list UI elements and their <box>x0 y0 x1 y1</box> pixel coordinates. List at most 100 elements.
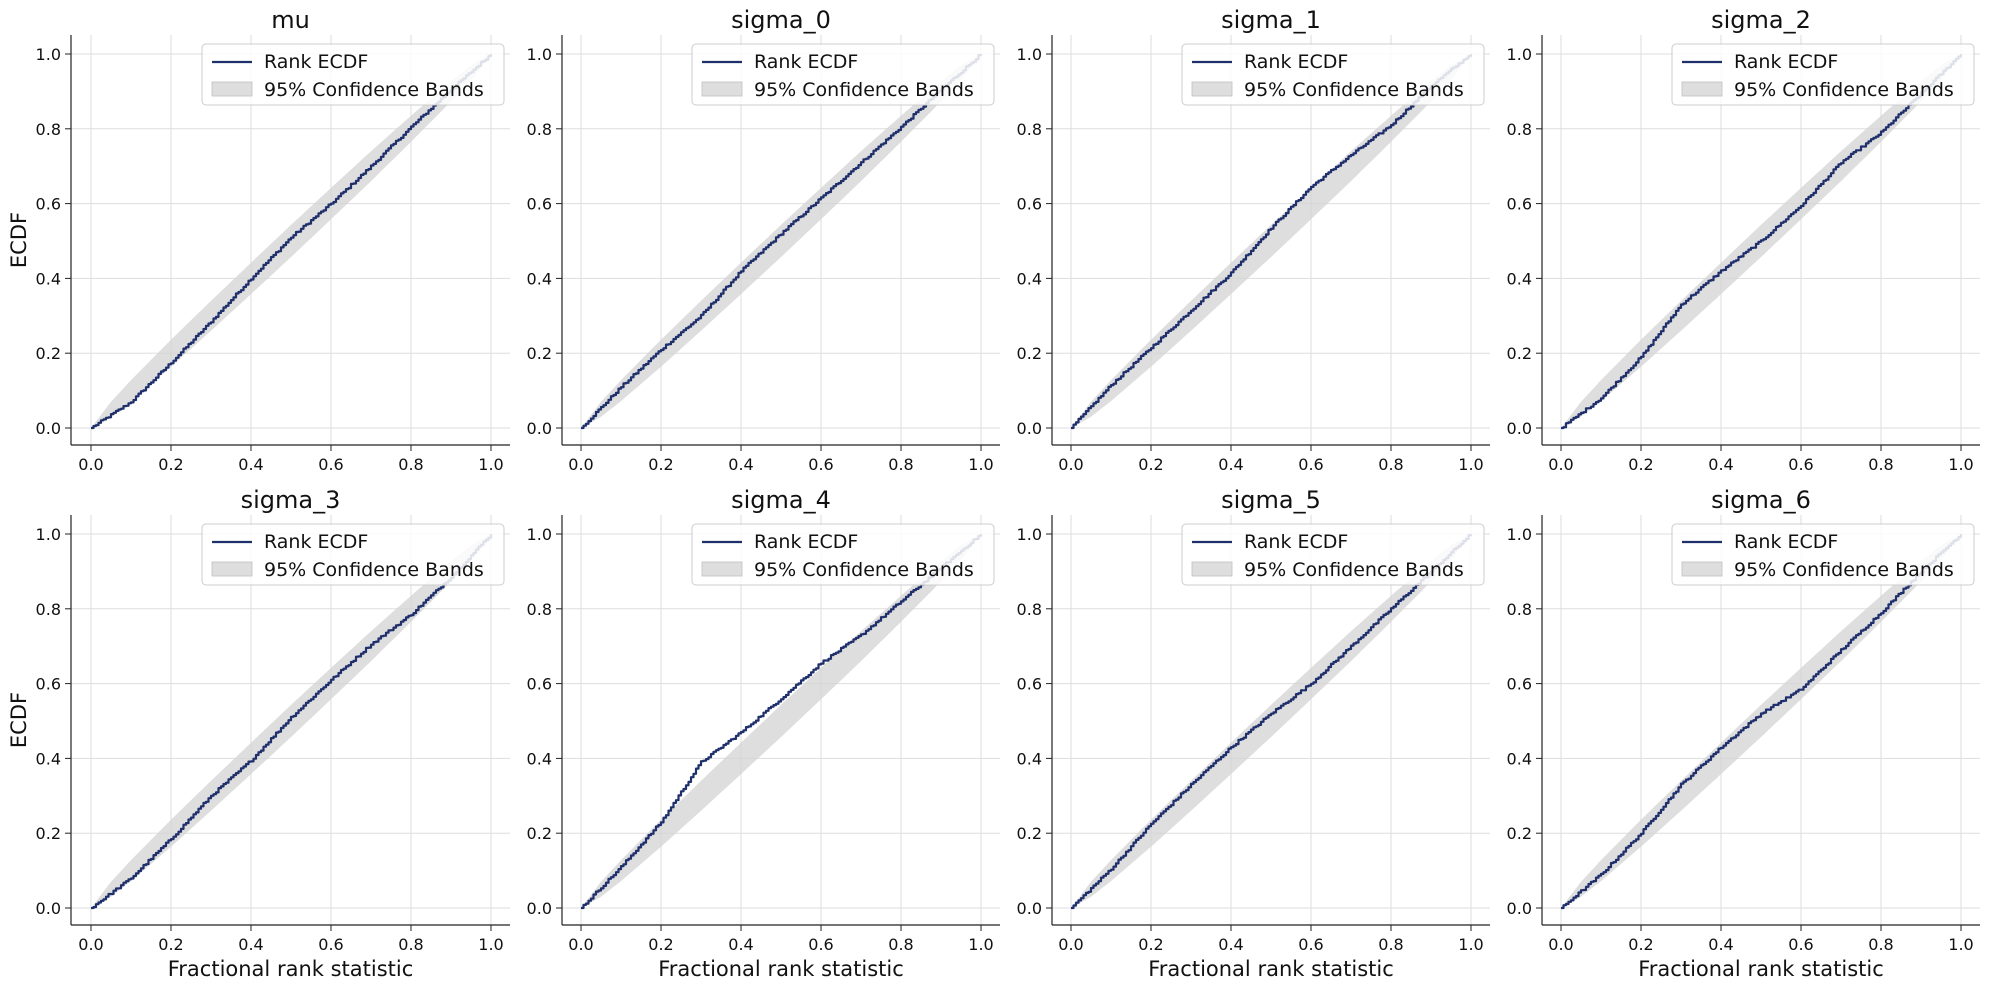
y-tick-label: 0.4 <box>1507 269 1532 288</box>
panel-sigma-3: 0.0 0.2 0.4 0.6 0.8 1.0 0.0 0.2 0.4 0.6 0.8 1.0 sigm… <box>7 486 510 981</box>
x-tick-label: 0.8 <box>398 935 423 954</box>
y-tick-label: 0.2 <box>1507 824 1532 843</box>
legend-label-rank-ecdf: Rank ECDF <box>1734 531 1838 553</box>
rank-ecdf-line <box>581 54 983 430</box>
y-tick-label: 0.8 <box>1017 600 1042 619</box>
y-axis-label: ECDF <box>7 692 31 748</box>
legend-label-rank-ecdf: Rank ECDF <box>264 51 368 73</box>
x-tick-label: 1.0 <box>1948 455 1973 474</box>
rank-ecdf-line <box>1071 534 1473 910</box>
legend-box <box>201 43 505 106</box>
x-tick-label: 0.8 <box>1378 935 1403 954</box>
y-tick-label: 0.4 <box>1017 749 1042 768</box>
panel-title: sigma_5 <box>1221 486 1321 514</box>
panel-title: sigma_4 <box>731 486 831 514</box>
y-tick-label: 1.0 <box>527 525 552 544</box>
rank-ecdf-line <box>1561 54 1963 430</box>
y-tick-label: 0.2 <box>527 824 552 843</box>
x-tick-label: 0.2 <box>1628 935 1653 954</box>
panel-sigma-0: 0.0 0.2 0.4 0.6 0.8 1.0 0.0 0.2 0.4 0.6 0.8 1.0 sigm… <box>527 6 1000 474</box>
x-tick-label: 1.0 <box>478 455 503 474</box>
y-tick-label: 0.8 <box>1017 120 1042 139</box>
legend-label-rank-ecdf: Rank ECDF <box>1244 531 1348 553</box>
y-tick-label: 0.6 <box>1017 195 1042 214</box>
legend-label-confidence-bands: 95% Confidence Bands <box>264 79 484 101</box>
legend-label-rank-ecdf: Rank ECDF <box>1734 51 1838 73</box>
y-tick-label: 0.4 <box>36 749 61 768</box>
y-axis-label: ECDF <box>7 212 31 268</box>
x-tick-label: 0.2 <box>648 935 673 954</box>
legend-box <box>201 523 505 586</box>
y-tick-label: 0.0 <box>1017 899 1042 918</box>
y-tick-label: 0.0 <box>1017 419 1042 438</box>
legend: Rank ECDF 95% Confidence Bands <box>1181 43 1485 106</box>
y-tick-label: 1.0 <box>1507 45 1532 64</box>
rank-ecdf-line <box>91 534 493 910</box>
x-tick-label: 0.0 <box>1548 455 1573 474</box>
x-tick-label: 0.2 <box>648 455 673 474</box>
y-tick-label: 1.0 <box>1017 525 1042 544</box>
x-tick-label: 0.4 <box>728 455 753 474</box>
x-tick-label: 0.4 <box>1708 935 1733 954</box>
y-tick-label: 0.4 <box>527 749 552 768</box>
panel-sigma-6: 0.0 0.2 0.4 0.6 0.8 1.0 0.0 0.2 0.4 0.6 0.8 1.0 sigm… <box>1507 486 1980 981</box>
y-tick-label: 0.0 <box>527 899 552 918</box>
x-axis-label: Fractional rank statistic <box>1638 957 1884 981</box>
x-tick-label: 1.0 <box>1948 935 1973 954</box>
panel-title: sigma_0 <box>731 6 831 34</box>
legend-band-swatch <box>1191 561 1233 577</box>
legend-box <box>1181 43 1485 106</box>
y-tick-label: 0.4 <box>36 269 61 288</box>
y-tick-label: 1.0 <box>36 45 61 64</box>
y-tick-label: 0.8 <box>527 600 552 619</box>
x-tick-label: 0.0 <box>1058 455 1083 474</box>
panel-sigma-1: 0.0 0.2 0.4 0.6 0.8 1.0 0.0 0.2 0.4 0.6 0.8 1.0 sigm… <box>1017 6 1490 474</box>
legend-box <box>1181 523 1485 586</box>
y-tick-label: 0.2 <box>36 824 61 843</box>
x-tick-label: 1.0 <box>478 935 503 954</box>
legend-band-swatch <box>1681 81 1723 97</box>
y-tick-label: 0.0 <box>527 419 552 438</box>
legend-band-swatch <box>211 561 253 577</box>
panel-sigma-4: 0.0 0.2 0.4 0.6 0.8 1.0 0.0 0.2 0.4 0.6 0.8 1.0 sigm… <box>527 486 1000 981</box>
x-tick-label: 0.6 <box>1788 935 1813 954</box>
panel-title: mu <box>271 6 310 34</box>
y-tick-label: 0.0 <box>36 899 61 918</box>
legend-label-rank-ecdf: Rank ECDF <box>754 51 858 73</box>
legend-label-confidence-bands: 95% Confidence Bands <box>1244 79 1464 101</box>
x-tick-label: 0.2 <box>1628 455 1653 474</box>
x-tick-label: 0.4 <box>728 935 753 954</box>
legend-band-swatch <box>701 561 743 577</box>
y-tick-label: 0.6 <box>36 675 61 694</box>
y-tick-label: 1.0 <box>1017 45 1042 64</box>
x-tick-label: 0.0 <box>1548 935 1573 954</box>
legend-label-confidence-bands: 95% Confidence Bands <box>754 79 974 101</box>
x-tick-label: 0.6 <box>1298 455 1323 474</box>
legend: Rank ECDF 95% Confidence Bands <box>201 43 505 106</box>
x-tick-label: 0.6 <box>1788 455 1813 474</box>
legend: Rank ECDF 95% Confidence Bands <box>201 523 505 586</box>
y-tick-label: 0.2 <box>1507 344 1532 363</box>
legend: Rank ECDF 95% Confidence Bands <box>691 523 995 586</box>
confidence-band <box>1561 534 1961 908</box>
y-tick-label: 0.6 <box>527 675 552 694</box>
rank-ecdf-line <box>1071 54 1473 430</box>
x-tick-label: 0.0 <box>568 455 593 474</box>
x-tick-label: 0.4 <box>1218 935 1243 954</box>
x-tick-label: 1.0 <box>968 455 993 474</box>
x-tick-label: 0.8 <box>1868 455 1893 474</box>
x-tick-label: 1.0 <box>1458 455 1483 474</box>
y-tick-label: 0.6 <box>1507 675 1532 694</box>
x-tick-label: 0.2 <box>1138 455 1163 474</box>
y-tick-label: 0.2 <box>36 344 61 363</box>
y-tick-label: 0.4 <box>527 269 552 288</box>
x-tick-label: 0.0 <box>78 455 103 474</box>
legend-band-swatch <box>211 81 253 97</box>
y-tick-label: 1.0 <box>527 45 552 64</box>
x-tick-label: 0.2 <box>158 455 183 474</box>
legend: Rank ECDF 95% Confidence Bands <box>1181 523 1485 586</box>
y-tick-label: 0.0 <box>1507 419 1532 438</box>
confidence-band <box>1071 54 1471 428</box>
y-tick-label: 0.0 <box>1507 899 1532 918</box>
y-tick-label: 0.8 <box>36 600 61 619</box>
